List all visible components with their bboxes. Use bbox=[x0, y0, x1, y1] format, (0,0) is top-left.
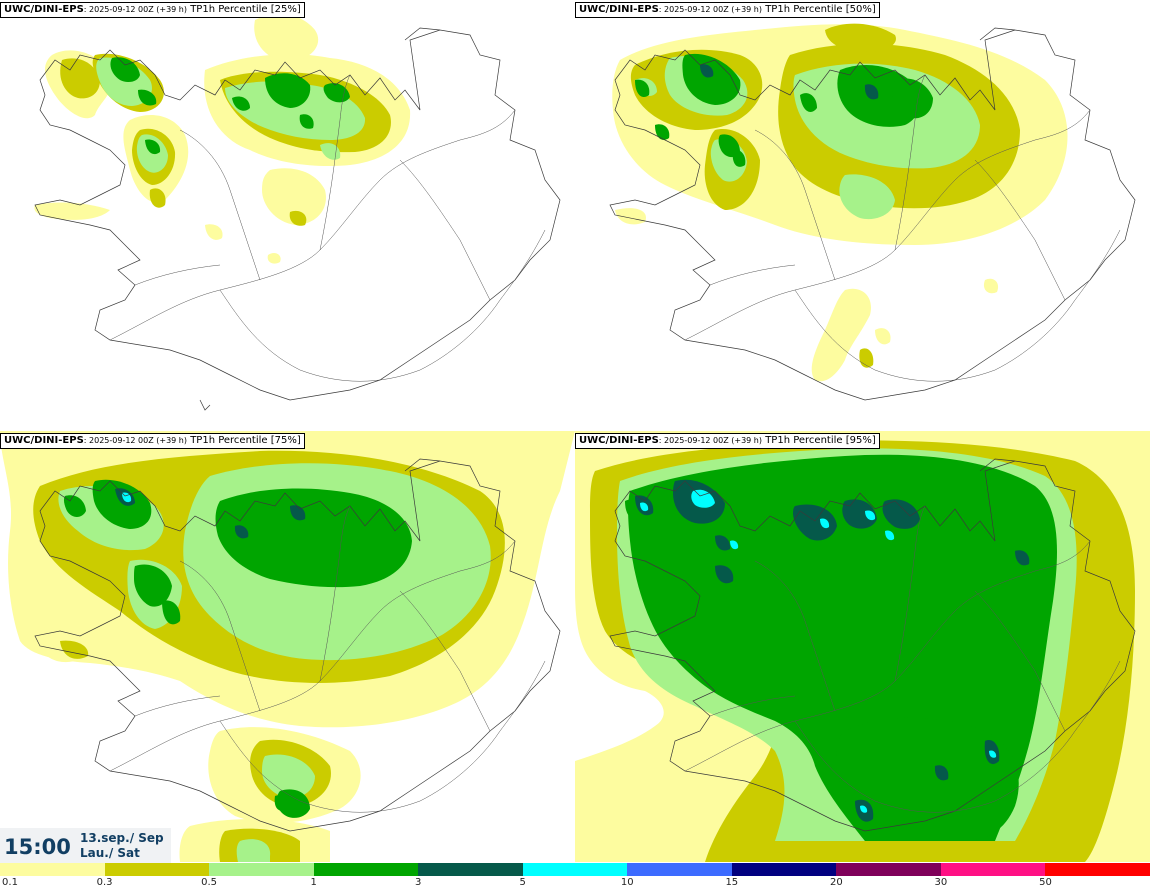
valid-weekday: Lau./ Sat bbox=[80, 846, 140, 860]
precip-field-5 bbox=[640, 489, 997, 813]
colorbar-segment bbox=[522, 863, 628, 876]
colorbar-tick-label: 1 bbox=[310, 877, 317, 888]
precip-field-1 bbox=[635, 53, 933, 167]
run-time: 2025-09-12 00Z (+39 h) bbox=[89, 436, 187, 445]
colorbar-segment bbox=[418, 863, 523, 876]
precip-field-1 bbox=[110, 57, 350, 155]
colorbar-tick-label: 30 bbox=[934, 877, 948, 888]
colorbar-tick-label: 10 bbox=[620, 877, 634, 888]
colorbar-segment bbox=[104, 863, 210, 876]
panel-title-50: UWC/DINI-EPS: 2025-09-12 00Z (+39 h) TP1… bbox=[575, 2, 880, 18]
run-time: 2025-09-12 00Z (+39 h) bbox=[664, 436, 762, 445]
precip-map-25 bbox=[34, 14, 561, 411]
colorbar-tick-label: 0.3 bbox=[96, 877, 113, 888]
map-panel-95-percentile: UWC/DINI-EPS: 2025-09-12 00Z (+39 h) TP1… bbox=[575, 431, 1150, 862]
precip-map-50 bbox=[609, 23, 1136, 401]
map-panel-25-percentile: UWC/DINI-EPS: 2025-09-12 00Z (+39 h) TP1… bbox=[0, 0, 575, 431]
precip-field-3 bbox=[700, 64, 879, 100]
model-name: UWC/DINI-EPS bbox=[579, 4, 659, 15]
colorbar-segment bbox=[313, 863, 419, 876]
run-time: 2025-09-12 00Z (+39 h) bbox=[664, 5, 762, 14]
model-name: UWC/DINI-EPS bbox=[579, 435, 659, 446]
colorbar-segment bbox=[0, 863, 105, 876]
colorbar-tick-label: 0.1 bbox=[2, 877, 18, 888]
coastline bbox=[609, 27, 1136, 401]
colorbar-tick-label: 0.5 bbox=[201, 877, 218, 888]
model-name: UWC/DINI-EPS bbox=[4, 4, 84, 15]
colorbar-tick-label: 20 bbox=[829, 877, 843, 888]
colorbar-tick-label: 3 bbox=[414, 877, 422, 888]
percentile-label: TP1h Percentile [50%] bbox=[765, 4, 876, 15]
colorbar-segment bbox=[836, 863, 941, 876]
model-name: UWC/DINI-EPS bbox=[4, 435, 84, 446]
colorbar-segment bbox=[940, 863, 1046, 876]
road-network bbox=[109, 74, 546, 382]
panel-title-25: UWC/DINI-EPS: 2025-09-12 00Z (+39 h) TP1… bbox=[0, 2, 305, 18]
percentile-label: TP1h Percentile [25%] bbox=[190, 4, 301, 15]
colorbar-tick-label: 15 bbox=[725, 877, 739, 888]
coastline bbox=[34, 27, 561, 411]
percentile-label: TP1h Percentile [95%] bbox=[765, 435, 876, 446]
percentile-label: TP1h Percentile [75%] bbox=[190, 435, 301, 446]
precip-map-95 bbox=[575, 431, 1150, 862]
coastline bbox=[609, 458, 1136, 832]
map-panel-50-percentile: UWC/DINI-EPS: 2025-09-12 00Z (+39 h) TP1… bbox=[575, 0, 1150, 431]
colorbar-tick-label: 50 bbox=[1039, 877, 1052, 888]
precip-field-1 bbox=[625, 454, 1058, 841]
valid-time-box: 15:00 13.sep./ Sep Lau./ Sat bbox=[0, 828, 171, 864]
coastline bbox=[34, 458, 561, 832]
colorbar-segment bbox=[627, 863, 732, 876]
valid-date: 13.sep./ Sep bbox=[80, 831, 164, 845]
colorbar-segment bbox=[209, 863, 314, 876]
map-panel-75-percentile: UWC/DINI-EPS: 2025-09-12 00Z (+39 h) TP1… bbox=[0, 431, 575, 862]
precip-colorbar bbox=[0, 863, 1150, 876]
road-network bbox=[109, 505, 546, 813]
valid-time: 15:00 bbox=[4, 835, 71, 859]
colorbar-tick-label: 5 bbox=[519, 877, 526, 888]
road-network bbox=[684, 505, 1121, 813]
panel-title-95: UWC/DINI-EPS: 2025-09-12 00Z (+39 h) TP1… bbox=[575, 433, 880, 449]
colorbar-segment bbox=[731, 863, 837, 876]
road-network bbox=[684, 74, 1121, 382]
run-time: 2025-09-12 00Z (+39 h) bbox=[89, 5, 187, 14]
panel-title-75: UWC/DINI-EPS: 2025-09-12 00Z (+39 h) TP1… bbox=[0, 433, 305, 449]
precip-map-75 bbox=[0, 431, 575, 862]
colorbar-segment bbox=[1045, 863, 1150, 876]
